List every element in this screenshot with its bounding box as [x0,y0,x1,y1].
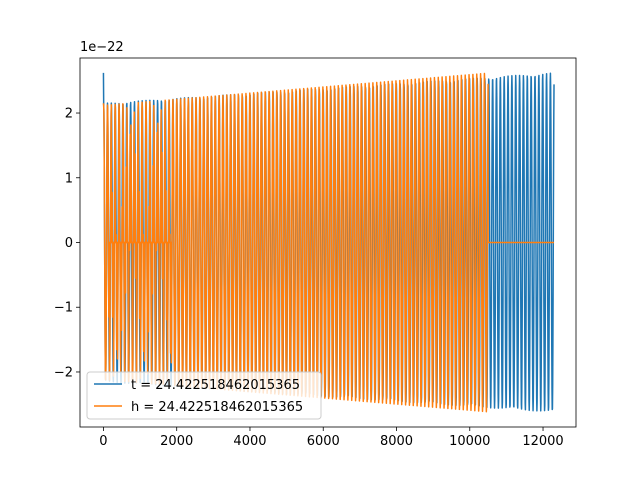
y-tick-label: −1 [54,301,73,316]
legend: t = 24.422518462015365 h = 24.4225184620… [86,371,322,420]
y-tick-label: 1 [65,171,73,186]
y-tick-label: 2 [65,107,73,122]
legend-label-t: t = 24.422518462015365 [131,378,300,393]
legend-label-h: h = 24.422518462015365 [131,400,303,415]
x-tick-label: 12000 [522,434,563,449]
y-tick-label: 0 [65,236,73,251]
x-tick-label: 0 [99,434,107,449]
x-tick-label: 2000 [160,434,193,449]
y-tick-label: −2 [54,365,73,380]
x-tick-label: 4000 [233,434,266,449]
x-tick-label: 8000 [380,434,413,449]
x-tick-label: 10000 [449,434,490,449]
y-axis-ticks: −2 −1 0 1 2 [54,107,80,380]
legend-box [86,371,322,420]
y-scale-label: 1e−22 [80,40,124,55]
x-tick-label: 6000 [307,434,340,449]
x-axis-ticks: 0 2000 4000 6000 8000 10000 12000 [99,427,564,449]
series-line-h [102,72,555,413]
